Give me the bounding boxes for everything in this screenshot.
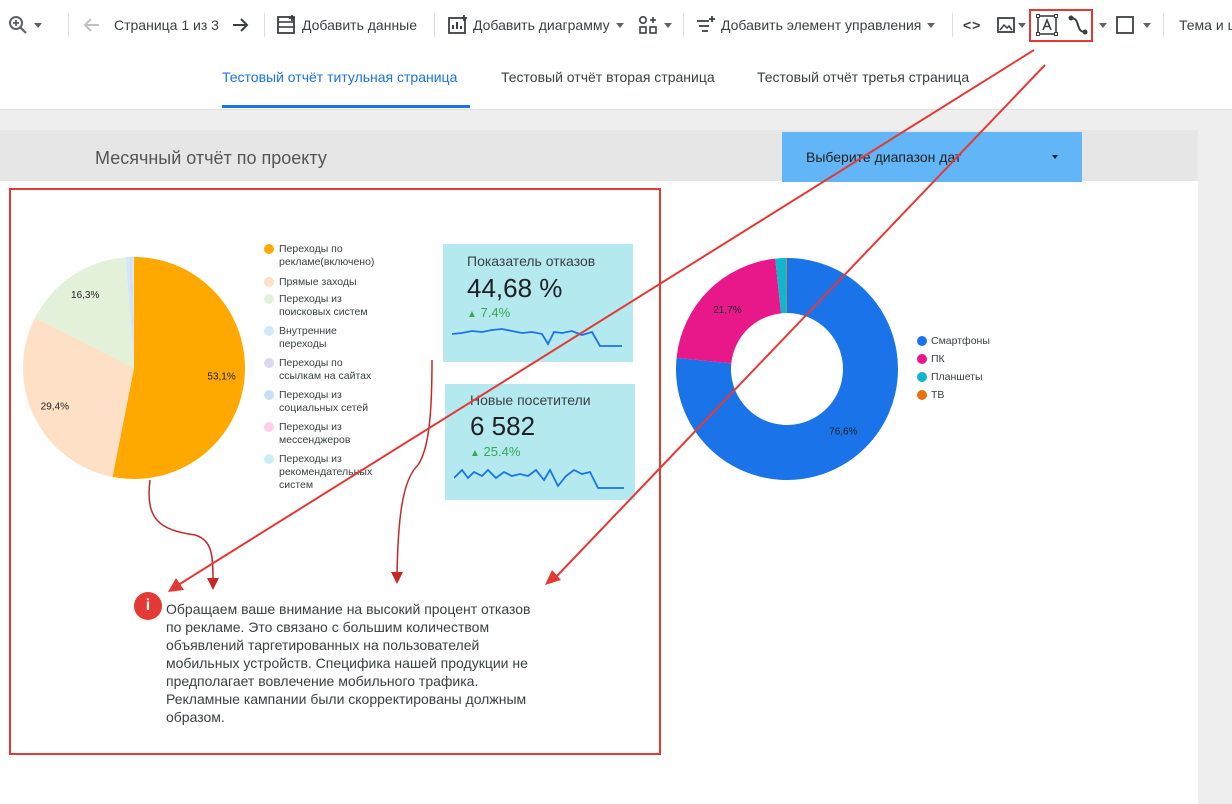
legend-label[interactable]: ТВ [931, 389, 945, 401]
donut-slice-label: 76,6% [829, 426, 857, 437]
zoom-in-icon [9, 16, 27, 34]
add-chart-button[interactable]: Добавить диаграмму [447, 0, 624, 50]
prev-page-button[interactable] [82, 0, 102, 50]
legend-swatch [917, 336, 927, 346]
image-icon [997, 17, 1015, 33]
add-data-icon [277, 15, 295, 34]
page-indicator: Страница 1 из 3 [114, 0, 219, 50]
chevron-down-icon [664, 22, 672, 28]
add-control-button[interactable]: Добавить элемент управления [695, 0, 936, 50]
legend-swatch [917, 354, 927, 364]
legend-swatch [917, 390, 927, 400]
toolbar-divider [264, 13, 265, 37]
arrow-left-icon [83, 18, 99, 32]
widgets-icon [638, 15, 657, 34]
text-box-icon [1036, 14, 1058, 36]
theme-button[interactable]: Тема и ш [1179, 0, 1232, 50]
chevron-down-icon [1052, 155, 1058, 159]
filter-control-icon [697, 16, 715, 32]
rectangle-icon [1116, 16, 1134, 34]
shape-button[interactable] [1115, 0, 1151, 50]
image-button[interactable] [996, 0, 1026, 50]
legend-swatch [917, 372, 927, 382]
add-control-label: Добавить элемент управления [721, 17, 922, 33]
donut-slice-label: 21,7% [713, 305, 741, 316]
annotation-highlight-toolbar [1029, 9, 1093, 42]
text-box-button[interactable] [1036, 0, 1058, 50]
toolbar: Страница 1 из 3 Добавить данные Добавить… [0, 0, 1232, 50]
chevron-down-icon [927, 22, 936, 28]
zoom-button[interactable] [8, 0, 42, 50]
add-chart-label: Добавить диаграмму [473, 17, 610, 33]
note-text: Обращаем ваше внимание на высокий процен… [166, 601, 531, 725]
line-connector-button[interactable] [1067, 0, 1107, 50]
chevron-down-icon [615, 22, 624, 28]
add-data-button[interactable]: Добавить данные [276, 0, 417, 50]
chevron-down-icon [1099, 22, 1107, 28]
toolbar-divider [434, 13, 435, 37]
theme-label: Тема и ш [1179, 17, 1232, 33]
embed-url-button[interactable]: <> [963, 0, 981, 50]
toolbar-divider [683, 13, 684, 37]
page-indicator-label: Страница 1 из 3 [114, 17, 219, 33]
chevron-down-icon [1143, 22, 1151, 28]
toolbar-divider [952, 13, 953, 37]
toolbar-divider [68, 13, 69, 37]
chevron-down-icon [1018, 22, 1026, 28]
chevron-down-icon [34, 22, 42, 28]
legend-label[interactable]: ПК [931, 353, 945, 365]
next-page-button[interactable] [230, 0, 250, 50]
arrow-right-icon [233, 18, 249, 32]
code-icon: <> [963, 17, 982, 33]
add-community-viz-button[interactable] [638, 0, 672, 50]
legend-label[interactable]: Планшеты [931, 371, 983, 383]
info-icon-glyph: i [145, 597, 151, 614]
curved-line-icon [1068, 15, 1088, 35]
legend-label[interactable]: Смартфоны [931, 335, 990, 347]
add-data-label: Добавить данные [302, 17, 418, 33]
info-icon: i [134, 592, 162, 620]
toolbar-divider [1163, 13, 1164, 37]
add-chart-icon [448, 15, 467, 34]
